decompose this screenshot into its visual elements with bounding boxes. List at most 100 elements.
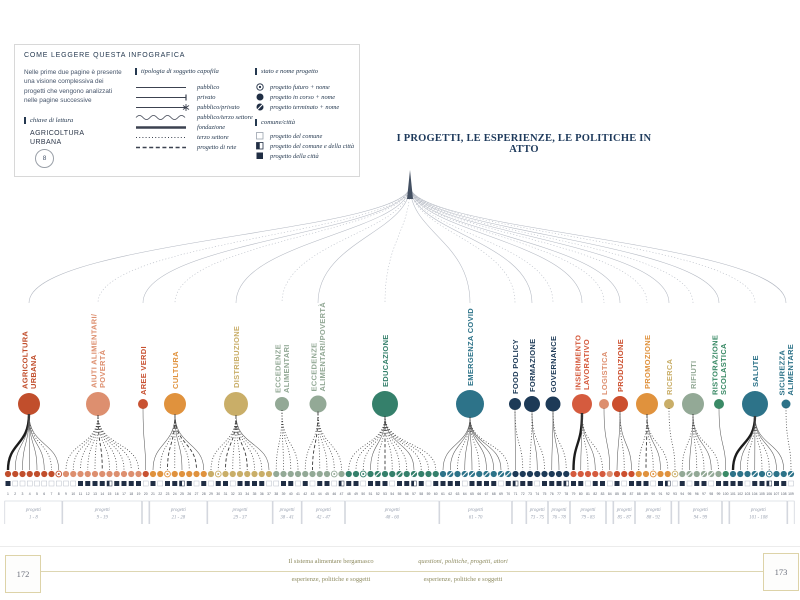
category-label: FORMAZIONE bbox=[528, 339, 537, 392]
project-link-line bbox=[28, 413, 60, 471]
project-group-bracket bbox=[671, 500, 679, 524]
legend-item-label: pubblico/privato bbox=[197, 103, 240, 111]
top-fan-line bbox=[409, 185, 694, 304]
category-label: ALIMENTARI/POVERTÀ bbox=[318, 302, 327, 392]
project-group-bracket bbox=[301, 500, 345, 524]
project-dot-active bbox=[316, 470, 323, 478]
project-number: 89 bbox=[644, 492, 648, 496]
project-number: 48 bbox=[347, 492, 351, 496]
ownership-square-city bbox=[643, 481, 649, 486]
bracket-word: progetti bbox=[692, 508, 709, 513]
category-group: ECCEDENZE ALIMENTARI 38 39 40 41 progetti 38 - … bbox=[272, 344, 302, 524]
legend-item: pubblico/privato bbox=[135, 102, 253, 112]
project-dot-active bbox=[302, 470, 309, 478]
bracket-word: progetti bbox=[94, 508, 111, 513]
ownership-square-both-fill bbox=[563, 481, 567, 486]
category-group: AGRICOLTURA URBANA 1 2 3 4 5 6 7 8 progetti 1 - 8 bbox=[4, 331, 63, 524]
top-fan-line bbox=[281, 185, 411, 304]
project-number: 58 bbox=[419, 492, 423, 496]
legend-states-list: progetto futuro + nome progetto in corso … bbox=[255, 82, 339, 112]
ownership-square-city bbox=[114, 481, 120, 486]
ownership-square-comune bbox=[534, 480, 540, 487]
category-label: ECCEDENZE bbox=[310, 343, 319, 392]
terminated-slash bbox=[788, 471, 794, 477]
linetype-sample-thick bbox=[136, 125, 186, 129]
project-group-bracket bbox=[526, 500, 548, 524]
page-number-right-value: 173 bbox=[774, 567, 788, 577]
project-number: 13 bbox=[93, 492, 97, 496]
project-dot-active bbox=[41, 470, 48, 478]
ownership-square-city bbox=[172, 481, 178, 486]
bracket-range: 61 - 70 bbox=[469, 516, 483, 521]
bracket-word: progetti bbox=[315, 508, 332, 513]
project-number: 17 bbox=[122, 492, 126, 496]
project-link-line bbox=[552, 410, 560, 471]
category-group: PROMOZIONE 88 89 90 91 92 progetti 88 - 92 bbox=[635, 335, 672, 524]
category-group: SICUREZZA ALIMENTARE 109 bbox=[778, 344, 795, 524]
ownership-square-city bbox=[484, 481, 489, 486]
project-number: 6 bbox=[43, 492, 45, 496]
project-number: 78 bbox=[564, 492, 568, 496]
project-dot-active bbox=[512, 470, 519, 478]
project-number: 44 bbox=[318, 492, 322, 496]
circle bbox=[258, 85, 262, 89]
project-dot-active bbox=[381, 470, 389, 478]
category-circle bbox=[309, 395, 327, 413]
slashed-icon bbox=[256, 103, 264, 111]
project-number: 20 bbox=[144, 492, 148, 496]
project-link-line bbox=[348, 415, 386, 471]
project-dot-active bbox=[628, 470, 635, 478]
category-group: LOGISTICA 84 bbox=[599, 351, 614, 524]
project-dot-active bbox=[149, 470, 157, 478]
category-label: CULTURA bbox=[171, 351, 180, 389]
page-title: I PROGETTI, LE ESPERIENZE, LE POLITICHE … bbox=[396, 133, 652, 155]
project-link-line bbox=[581, 412, 589, 471]
project-link-line bbox=[65, 414, 99, 471]
project-dot-active bbox=[84, 470, 91, 478]
project-number: 3 bbox=[22, 492, 24, 496]
category-label: LAVORATIVO bbox=[582, 339, 591, 390]
ownership-square-city bbox=[186, 481, 192, 486]
project-link-line bbox=[754, 415, 785, 471]
category-label: LOGISTICA bbox=[600, 351, 609, 395]
ownership-square-city bbox=[317, 481, 323, 486]
ownership-square-city bbox=[578, 481, 584, 486]
project-number: 72 bbox=[521, 492, 525, 496]
legend-key-header: chiave di lettura bbox=[24, 117, 73, 125]
project-link-line bbox=[619, 410, 632, 471]
bracket-range: 101 - 108 bbox=[749, 516, 768, 521]
category-group: GOVERNANCE 76 77 78 progetti 76 - 78 bbox=[545, 336, 570, 524]
project-number: 12 bbox=[86, 492, 90, 496]
project-number: 66 bbox=[477, 492, 481, 496]
terminated-slash bbox=[708, 471, 714, 477]
project-dot-active bbox=[287, 470, 294, 478]
project-number: 56 bbox=[405, 492, 409, 496]
project-number: 43 bbox=[311, 492, 315, 496]
project-group-bracket bbox=[635, 500, 672, 524]
ownership-square-comune bbox=[309, 480, 316, 487]
rect bbox=[256, 152, 263, 159]
project-link-line bbox=[312, 411, 319, 471]
category-circle bbox=[664, 399, 674, 409]
project-link-line bbox=[616, 410, 621, 471]
project-number: 101 bbox=[730, 492, 736, 496]
project-number: 88 bbox=[637, 492, 641, 496]
bracket-range: 38 - 41 bbox=[280, 516, 294, 521]
project-group-bracket bbox=[142, 500, 150, 524]
project-link-line bbox=[384, 415, 437, 471]
legend-item-label: pubblico bbox=[197, 83, 220, 91]
project-dot-active bbox=[244, 470, 251, 478]
legend-intro-text: Nelle prime due pagine è presente una vi… bbox=[24, 69, 122, 104]
ownership-square-city bbox=[404, 481, 410, 486]
project-number: 105 bbox=[759, 492, 765, 496]
project-number: 55 bbox=[398, 492, 402, 496]
ownership-square-comune bbox=[425, 480, 432, 487]
ownership-square-comune bbox=[462, 480, 468, 487]
project-number: 5 bbox=[36, 492, 38, 496]
ownership-square-comune bbox=[230, 480, 236, 487]
ownership-square-comune bbox=[498, 480, 504, 487]
circle bbox=[256, 93, 264, 101]
project-link-line bbox=[275, 409, 283, 471]
